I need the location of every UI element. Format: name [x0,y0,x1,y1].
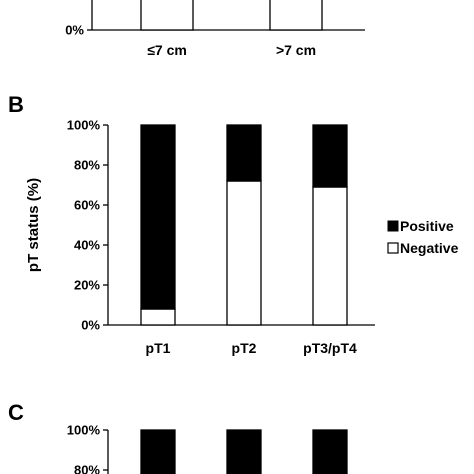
bar-negative-1 [140,308,176,326]
legend-label-positive: Positive [400,218,454,234]
panel-letter-b: B [8,92,24,117]
y-tick-label: 80% [74,158,100,173]
y-tick-label: 100% [67,118,101,133]
y-tick-label: 40% [74,238,100,253]
x-category-label: pT1 [146,340,171,356]
legend-swatch-positive [387,220,399,232]
panel-b: 0% 20% 40% 60% 80% 100% pT1 pT2 pT3/pT4 [67,118,375,356]
bar-negative-2 [269,0,323,31]
x-category-label: ≤7 cm [147,42,187,58]
panel-a: 0% ≤7 cm >7 cm [65,0,365,58]
bar-positive-2 [226,124,262,182]
x-category-label: pT3/pT4 [303,340,357,356]
bar-negative-1 [140,0,194,31]
bar-negative-3 [312,186,348,326]
panel-letter-c: C [8,400,24,425]
y-tick-label: 60% [74,198,100,213]
y-tick-label: 0% [65,23,84,38]
y-tick-label: 20% [74,278,100,293]
legend-label-negative: Negative [400,240,459,256]
x-category-label: pT2 [232,340,257,356]
bar-positive-3 [312,429,348,474]
legend: Positive Negative [387,218,459,256]
bar-negative-2 [226,180,262,326]
bar-positive-1 [140,429,176,474]
panel-c: 80% 100% [67,423,348,474]
y-tick-label: 100% [67,423,101,438]
bar-positive-2 [226,429,262,474]
y-tick-label: 0% [81,318,100,333]
legend-swatch-negative [387,242,399,254]
panel-b-y-axis-label: pT status (%) [25,178,42,272]
bar-positive-3 [312,124,348,188]
bar-positive-1 [140,124,176,310]
y-tick-label: 80% [74,463,100,474]
x-category-label: >7 cm [276,42,316,58]
